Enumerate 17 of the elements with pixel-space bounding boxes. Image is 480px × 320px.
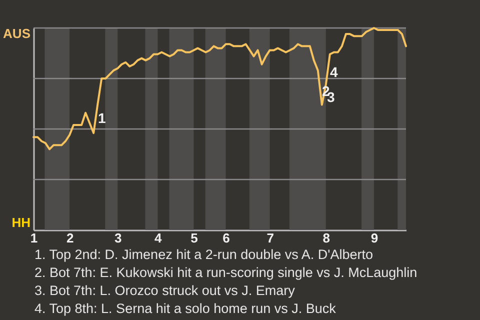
x-tick-label: 7	[266, 230, 274, 246]
x-tick-label: 4	[154, 230, 163, 246]
text: 2. Bot 7th: E. Kukowski hit a run-scoring single vs J. McLaughlin	[34, 265, 418, 280]
x-tick-label: 8	[322, 230, 330, 246]
annotation: 4	[330, 64, 338, 80]
text: HH	[12, 215, 30, 230]
text: 1. Top 2nd: D. Jimenez hit a 2-run double vs A. D'Alberto	[34, 247, 374, 262]
x-tick-label: 3	[114, 230, 122, 246]
text: 4. Top 8th: L. Serna hit a solo home run vs J. Buck	[34, 301, 336, 316]
x-tick-label: 6	[222, 230, 230, 246]
text: 3. Bot 7th: L. Orozco struck out vs J. Emary	[34, 283, 296, 298]
text: AUS	[3, 26, 31, 41]
x-tick-label: 1	[30, 230, 38, 246]
x-tick-label: 2	[66, 230, 74, 246]
x-tick-label: 5	[190, 230, 198, 246]
x-tick-label: 9	[370, 230, 378, 246]
annotation: 1	[98, 110, 106, 126]
